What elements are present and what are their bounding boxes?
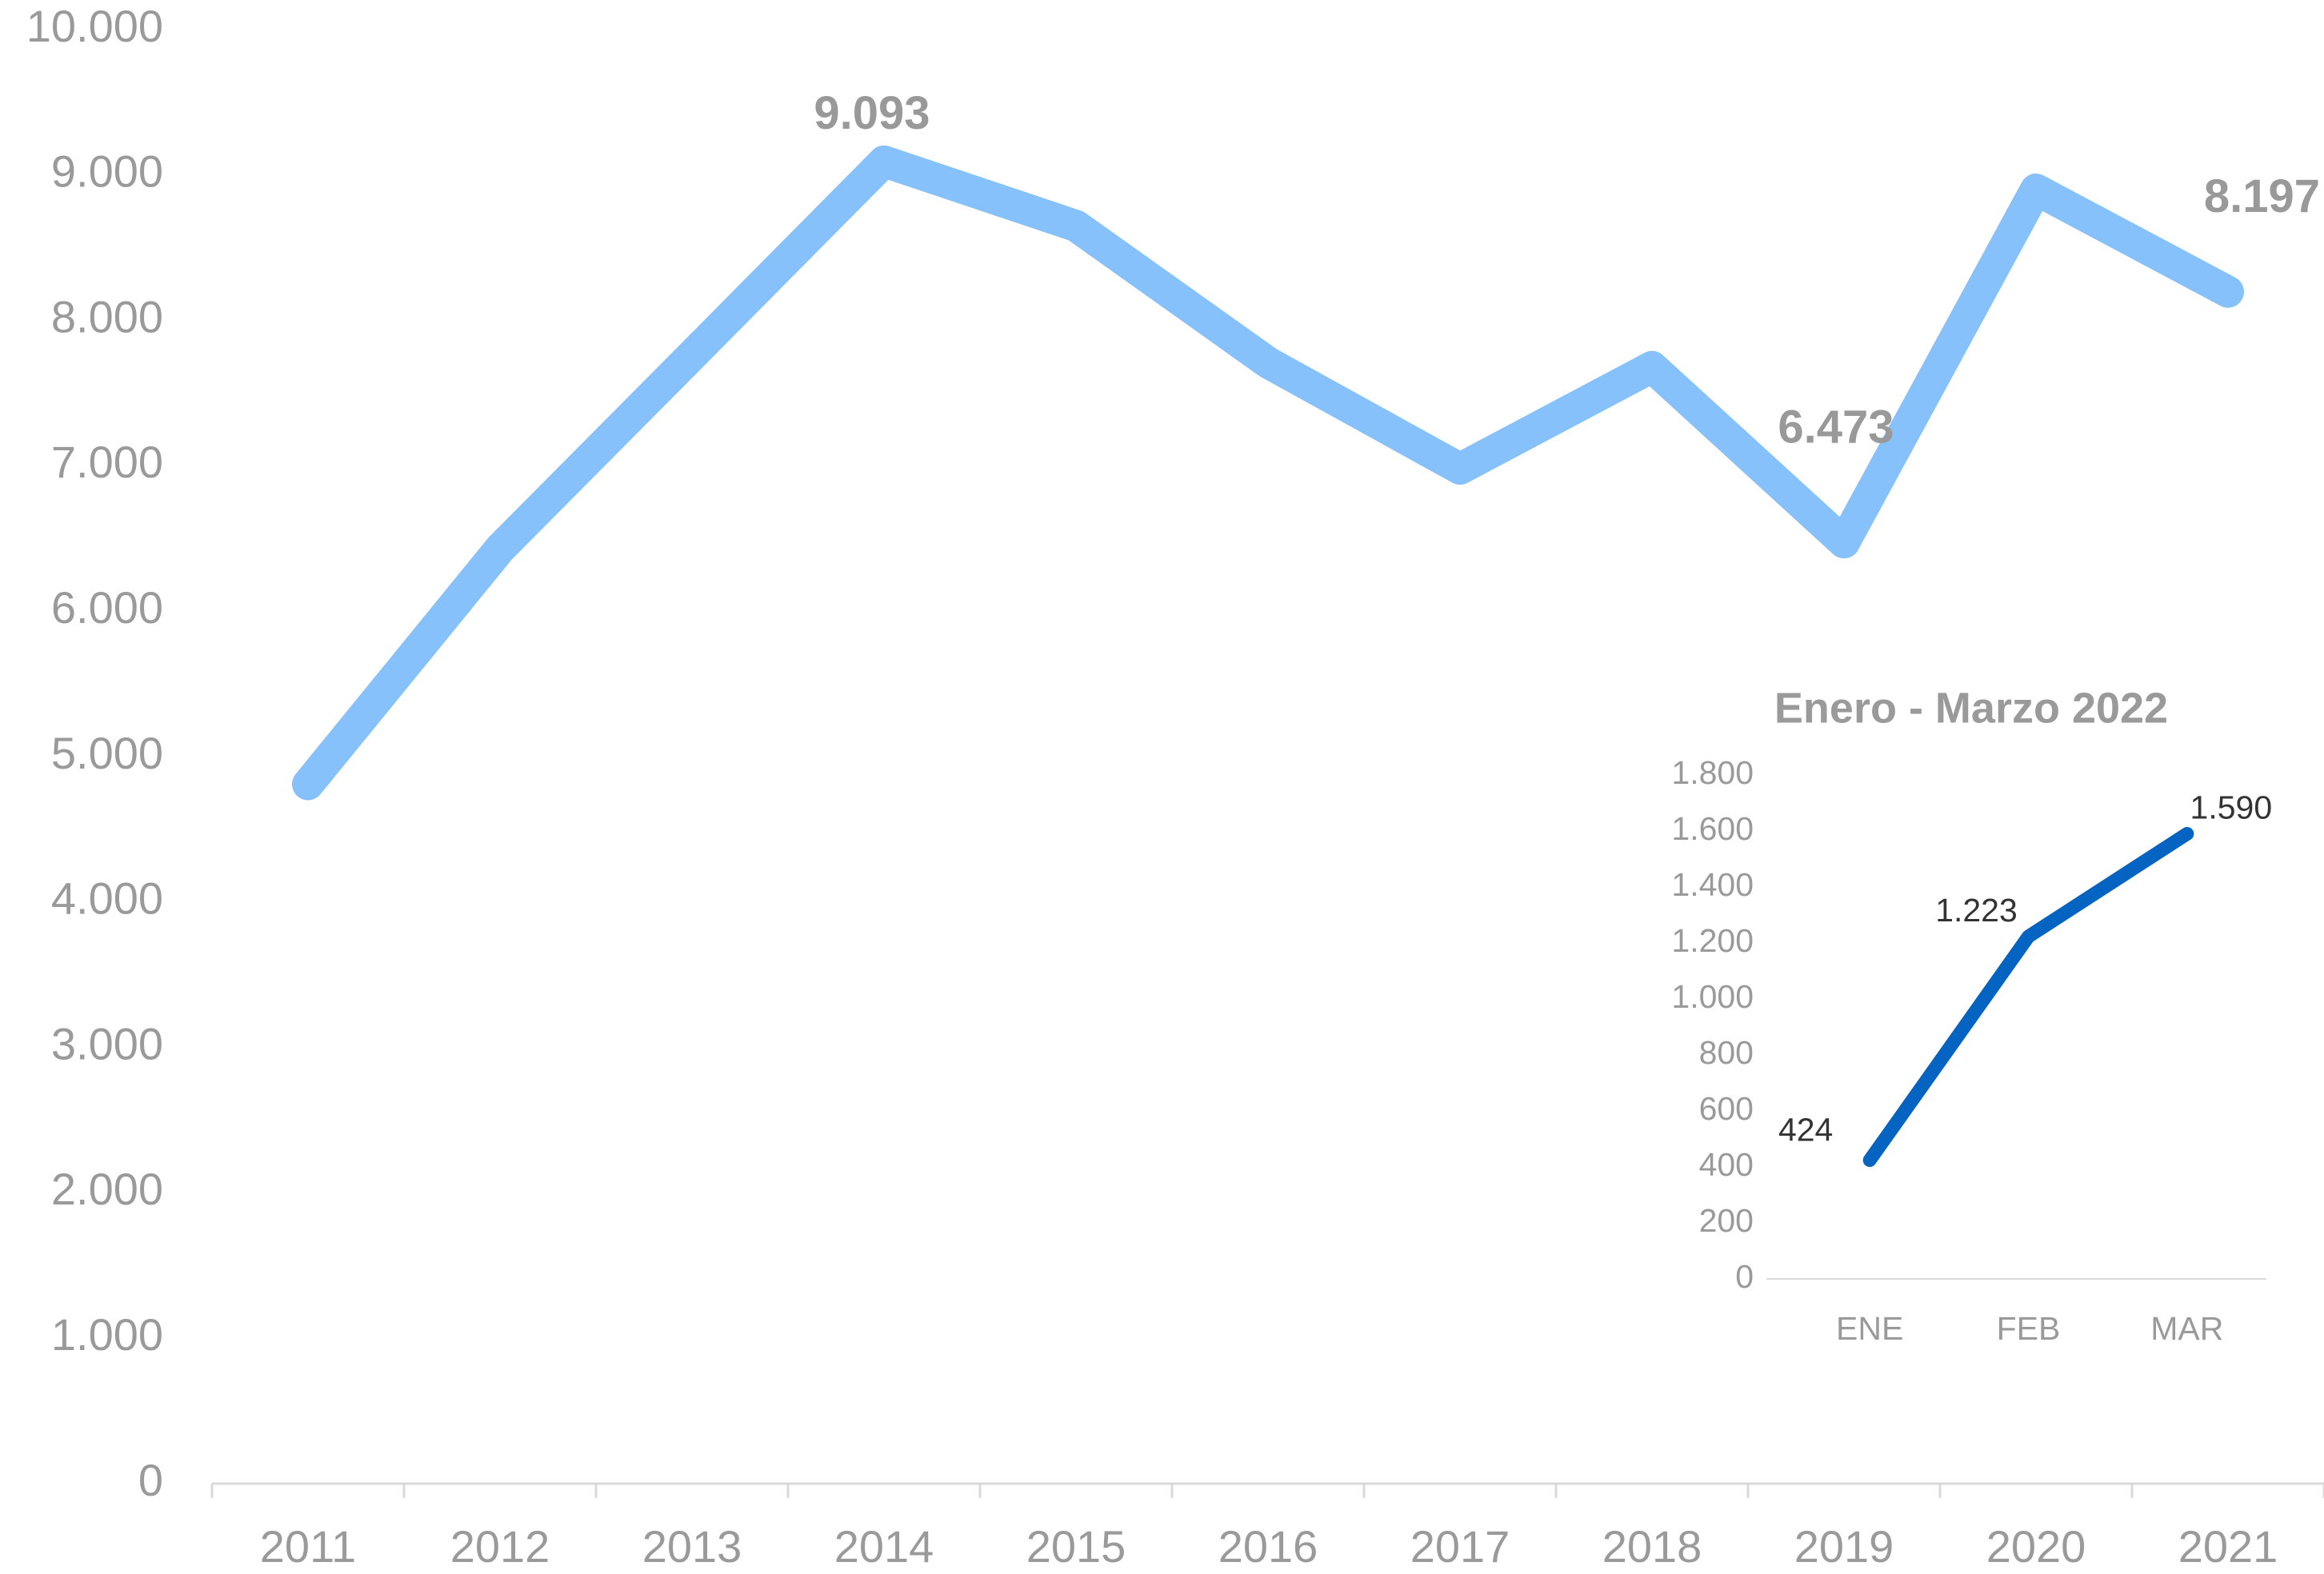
x-tick-label: 2015 [1026,1521,1126,1572]
x-tick-label: FEB [1997,1310,2061,1347]
data-label: 1.590 [2190,789,2273,825]
x-tick-label: 2020 [1986,1521,2086,1572]
y-tick-label: 7.000 [51,437,163,487]
y-tick-label: 1.400 [1671,866,1754,903]
x-tick-label: 2016 [1218,1521,1318,1572]
y-tick-label: 10.000 [26,1,163,51]
y-tick-label: 0 [1735,1258,1754,1295]
x-tick-label: MAR [2150,1310,2223,1347]
data-label: 8.197 [2204,170,2320,222]
x-tick-label: 2021 [2178,1521,2278,1572]
x-tick-label: 2013 [642,1521,742,1572]
y-tick-label: 5.000 [51,728,163,778]
line-series [1862,827,2194,1168]
y-tick-label: 0 [138,1455,163,1505]
x-tick-label: 2019 [1794,1521,1894,1572]
y-tick-label: 400 [1699,1146,1754,1183]
data-label: 6.473 [1778,401,1894,453]
y-tick-label: 1.200 [1671,922,1754,959]
y-tick-label: 600 [1699,1090,1754,1127]
y-tick-label: 200 [1699,1202,1754,1239]
line-series [292,145,2244,801]
y-tick-label: 4.000 [51,873,163,924]
chart-title: Enero - Marzo 2022 [1774,684,2168,732]
y-tick-label: 6.000 [51,582,163,633]
y-tick-label: 9.000 [51,146,163,197]
x-tick-label: 2017 [1410,1521,1510,1572]
y-tick-label: 3.000 [51,1018,163,1069]
y-tick-label: 800 [1699,1034,1754,1071]
data-label: 1.223 [1935,892,2018,929]
x-tick-label: ENE [1836,1310,1903,1347]
y-tick-label: 1.600 [1671,810,1754,847]
x-tick-label: 2011 [260,1521,356,1572]
y-tick-label: 1.000 [51,1309,163,1360]
data-label: 9.093 [814,87,930,139]
y-tick-label: 1.000 [1671,978,1754,1015]
y-tick-label: 8.000 [51,291,163,342]
y-tick-label: 1.800 [1671,754,1754,791]
data-label: 424 [1778,1111,1833,1148]
x-tick-label: 2018 [1602,1521,1702,1572]
y-tick-label: 2.000 [51,1164,163,1214]
x-tick-label: 2012 [450,1521,550,1572]
x-tick-label: 2014 [834,1521,934,1572]
